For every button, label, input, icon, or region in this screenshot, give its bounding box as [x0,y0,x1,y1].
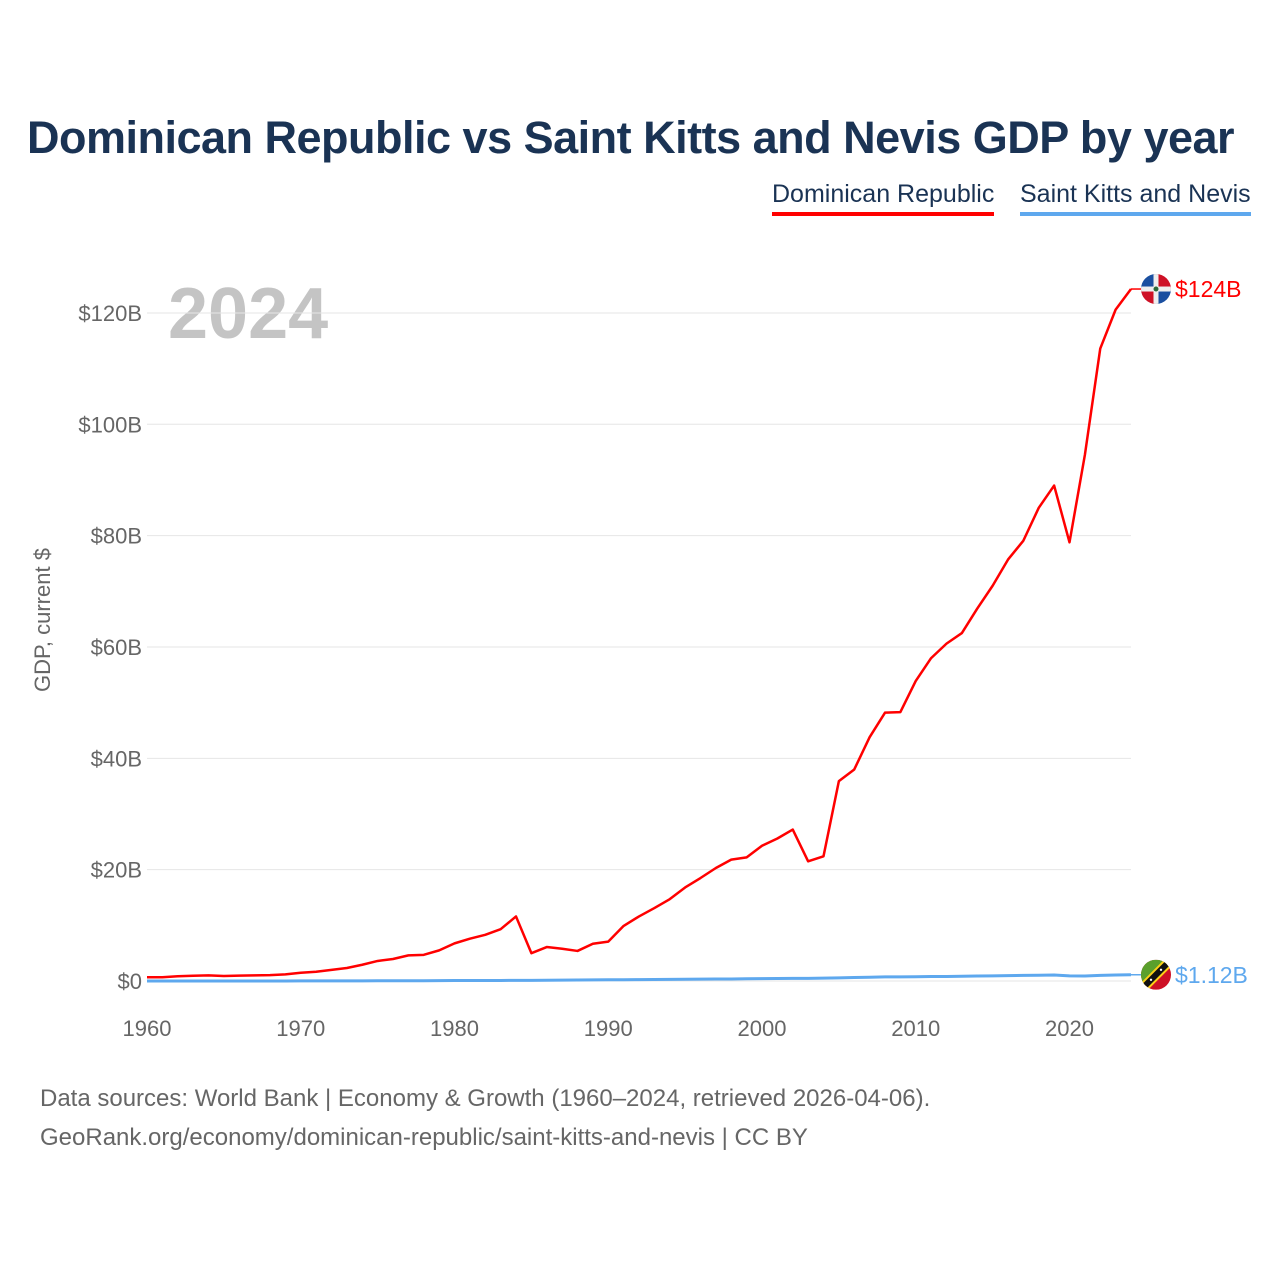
y-tick-label: $80B [91,524,142,549]
legend-saint-kitts-and-nevis[interactable]: Saint Kitts and Nevis [1020,180,1251,216]
footer-url[interactable]: GeoRank.org/economy/dominican-republic/s… [40,1124,808,1151]
x-tick-label: 1970 [276,1016,325,1041]
y-tick-label: $40B [91,746,142,771]
end-value-label: $124B [1175,276,1242,302]
y-tick-label: $120B [78,301,142,326]
y-tick-label: $100B [78,412,142,437]
x-tick-label: 2020 [1045,1016,1094,1041]
x-tick-label: 1990 [584,1016,633,1041]
chart-title: Dominican Republic vs Saint Kitts and Ne… [27,112,1235,163]
dominican-republic-flag-icon [1141,274,1171,305]
x-tick-label: 2010 [891,1016,940,1041]
legend-dominican-republic[interactable]: Dominican Republic [772,180,995,216]
series-line-saint-kitts-and-nevis [147,973,1132,983]
y-tick-label: $0 [118,969,142,994]
saint-kitts-and-nevis-flag-icon [1141,959,1171,990]
x-tick-label: 1980 [430,1016,479,1041]
end-value-label: $1.12B [1175,962,1248,988]
x-tick-label: 1960 [123,1016,172,1041]
y-axis-label: GDP, current $ [30,548,55,692]
footer-sources: Data sources: World Bank | Economy & Gro… [40,1085,931,1112]
y-tick-label: $20B [91,858,142,883]
y-tick-label: $60B [91,635,142,660]
x-tick-label: 2000 [738,1016,787,1041]
year-watermark: 2024 [168,274,328,354]
series-line-dominican-republic [146,288,1133,979]
